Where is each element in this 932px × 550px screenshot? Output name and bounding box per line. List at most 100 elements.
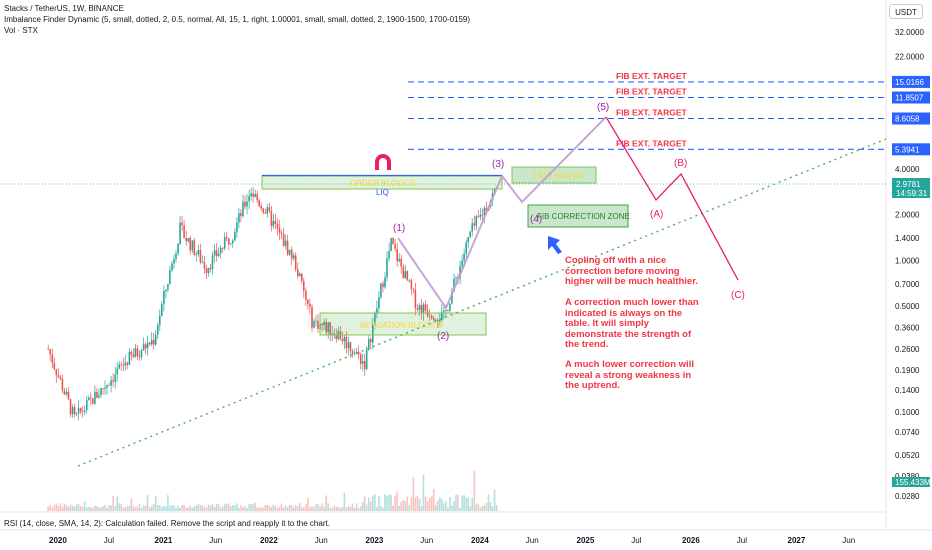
volume-bar [116, 496, 118, 511]
volume-bar [361, 502, 364, 511]
candle-body [165, 289, 167, 292]
volume-bar [234, 505, 236, 511]
symbol-title[interactable]: Stacks / TetherUS, 1W, BINANCE [4, 4, 124, 13]
candle-body [55, 369, 58, 376]
volume-bar [134, 507, 137, 511]
x-tick-label: Jun [420, 536, 433, 545]
candle-body [211, 255, 214, 269]
wave-5-label: (5) [597, 102, 609, 113]
volume-bar [372, 495, 374, 511]
candle-body [152, 340, 155, 345]
candle-body [230, 243, 232, 245]
volume-bar [341, 507, 344, 511]
volume-bar [311, 506, 313, 511]
volume-bar [467, 497, 469, 511]
candle-body [420, 305, 423, 314]
volume-bar [274, 506, 277, 511]
volume-bar [463, 495, 465, 511]
candle-body [189, 238, 191, 251]
candle-body [303, 281, 305, 291]
candle-body [368, 339, 370, 350]
impulse-wave-path[interactable] [397, 116, 607, 311]
candle-body [250, 193, 252, 197]
volume-bar [69, 504, 72, 511]
mitigation-block-zone[interactable] [319, 312, 487, 336]
fib-target-label: FIB EXT. TARGET [616, 108, 687, 118]
volume-bar [404, 501, 407, 511]
candle-body [311, 307, 313, 328]
correction-wave-path[interactable] [605, 116, 739, 281]
volume-bar [179, 508, 181, 511]
reached-zone[interactable] [511, 166, 597, 184]
volume-bar [88, 507, 90, 511]
volume-bar [157, 505, 159, 511]
volume-bar [359, 506, 362, 511]
volume-bar [424, 496, 427, 511]
volume-bar [81, 506, 84, 511]
volume-bar [266, 504, 269, 511]
volume-bar [284, 505, 287, 511]
candle-body [428, 315, 431, 317]
y-tick-label: 0.5000 [895, 302, 920, 311]
volume-bar [473, 470, 476, 511]
volume-bar [428, 498, 431, 511]
candle-body [347, 342, 350, 349]
y-tick-label: 4.0000 [895, 165, 920, 174]
uptrend-line[interactable] [77, 138, 887, 467]
candle-body [447, 310, 449, 311]
volume-tag [892, 477, 930, 487]
candle-body [317, 320, 319, 329]
volume-bar [169, 505, 171, 511]
volume-bar [378, 496, 380, 511]
fib-target-price-value: 8.6058 [895, 115, 920, 124]
candle-body [163, 291, 165, 305]
volume-bar [181, 504, 183, 511]
volume-bar [323, 506, 325, 511]
candle-body [280, 232, 283, 234]
volume-bar [67, 506, 70, 511]
candle-body [63, 390, 66, 395]
currency-button[interactable]: USDT [889, 4, 923, 19]
candle-body [159, 315, 161, 326]
fib-target-label: FIB EXT. TARGET [616, 71, 687, 81]
volume-bar [286, 507, 289, 511]
volume-bar [347, 506, 350, 511]
candle-body [88, 397, 90, 401]
candle-body [392, 238, 394, 245]
volume-bar [414, 497, 417, 511]
candle-body [424, 304, 427, 311]
candle-body [242, 201, 244, 217]
candle-body [177, 243, 179, 254]
volume-bar [268, 505, 271, 511]
candle-body [205, 268, 208, 274]
candle-body [276, 223, 279, 228]
volume-bar [223, 503, 226, 511]
candle-body [307, 299, 309, 304]
volume-bar [252, 503, 254, 511]
volume-bar [430, 496, 433, 511]
volume-bar [351, 503, 354, 511]
candle-body [126, 362, 129, 365]
candle-body [219, 247, 222, 254]
annotation-lower: A correction much lower than indicated i… [565, 297, 699, 350]
y-tick-label: 0.1900 [895, 366, 920, 375]
candle-body [355, 351, 358, 353]
candle-body [469, 231, 471, 237]
candle-body [254, 194, 256, 197]
candle-body [128, 351, 131, 365]
candle-body [374, 313, 376, 326]
candle-body [130, 351, 133, 355]
x-tick-label: 2020 [49, 536, 67, 545]
y-tick-label: 0.2600 [895, 345, 920, 354]
candle-body [228, 238, 230, 245]
candle-body [439, 320, 441, 322]
y-tick-label: 0.0380 [895, 472, 920, 481]
indicator-title[interactable]: Imbalance Finder Dynamic (5, small, dott… [4, 15, 471, 24]
volume-bar [248, 504, 250, 511]
fib-correction-zone[interactable] [527, 204, 629, 228]
volume-bar [432, 489, 435, 511]
volume-bar [270, 507, 273, 511]
volume-indicator-title[interactable]: Vol · STX [4, 26, 38, 35]
candle-body [77, 407, 80, 414]
